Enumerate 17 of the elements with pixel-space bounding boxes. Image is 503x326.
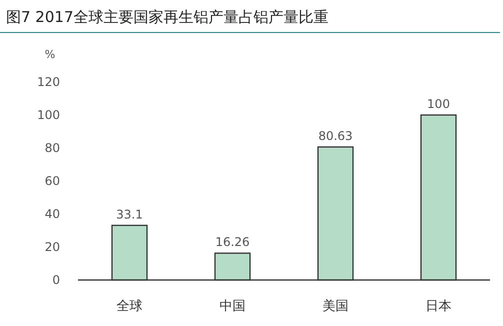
y-tick-label: 40 — [44, 207, 60, 222]
x-tick-label: 全球 — [116, 299, 142, 314]
x-tick-label: 日本 — [426, 299, 452, 314]
y-tick-label: 80 — [44, 141, 60, 156]
data-label: 16.26 — [215, 235, 250, 250]
y-axis-title: % — [44, 48, 56, 61]
x-tick-label: 中国 — [220, 299, 246, 314]
y-tick-label: 120 — [37, 75, 60, 90]
data-label: 33.1 — [116, 207, 143, 222]
y-tick-label: 0 — [52, 273, 60, 288]
y-tick-label: 60 — [44, 174, 60, 188]
data-label: 80.63 — [318, 128, 353, 143]
data-label: 100 — [427, 97, 450, 111]
chart-title: 图7 2017全球主要国家再生铝产量占铝产量比重 — [6, 8, 328, 26]
y-tick-label: 100 — [37, 108, 60, 122]
x-tick-label: 美国 — [322, 298, 348, 314]
y-tick-label: 20 — [44, 240, 60, 254]
